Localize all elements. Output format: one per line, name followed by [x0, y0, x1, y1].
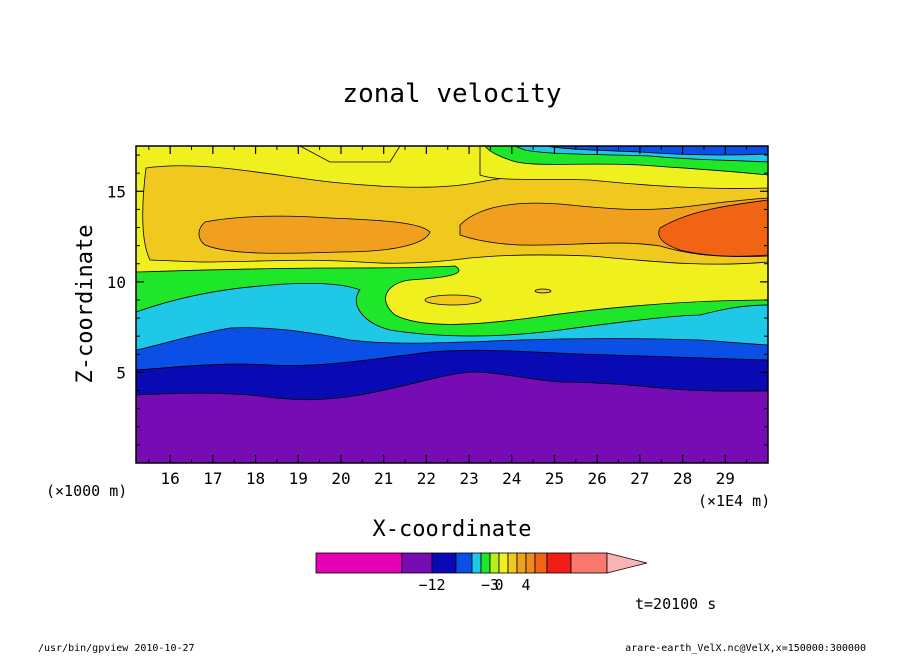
- band-orange-dark: [658, 199, 768, 257]
- y-tick-label: 15: [107, 182, 126, 201]
- x-tick-label: 29: [716, 469, 735, 488]
- x-tick-label: 20: [331, 469, 350, 488]
- y-tick-label: 5: [116, 363, 126, 382]
- x-tick-label: 18: [246, 469, 265, 488]
- colorbar-segment: [516, 552, 527, 574]
- colorbar-segment: [315, 552, 403, 574]
- colorbar-arrow: [606, 552, 648, 574]
- band-orange-dot: [534, 288, 552, 294]
- colorbar-label: −3: [481, 576, 499, 594]
- x-tick-label: 26: [588, 469, 607, 488]
- x-axis: 16 17 18 19 20 21 22 23 24 25 26 27 28 29: [148, 146, 748, 488]
- x-tick-label: 25: [545, 469, 564, 488]
- x-tick-label: 27: [630, 469, 649, 488]
- y-axis-label: Z-coordinate: [73, 225, 98, 384]
- colorbar: −12 −30 4: [315, 552, 648, 594]
- plot-frame: [135, 145, 769, 464]
- x-unit-left: (×1000 m): [46, 482, 127, 500]
- time-label: t=20100 s: [635, 595, 716, 613]
- colorbar-label: 0: [494, 576, 503, 594]
- x-unit-right: (×1E4 m): [698, 492, 770, 510]
- colorbar-segment: [455, 552, 473, 574]
- colorbar-segment: [489, 552, 500, 574]
- colorbar-segment: [401, 552, 433, 574]
- band-blue-top: [544, 146, 768, 156]
- y-tick-label: 10: [107, 273, 126, 292]
- x-tick-label: 17: [203, 469, 222, 488]
- y-axis: 5 10 15: [107, 154, 768, 446]
- contour-field: [136, 146, 768, 463]
- colorbar-segment: [498, 552, 509, 574]
- footer-left: /usr/bin/gpview 2010-10-27: [38, 643, 195, 654]
- colorbar-segment: [507, 552, 518, 574]
- colorbar-label: 4: [521, 576, 530, 594]
- x-tick-label: 23: [459, 469, 478, 488]
- x-axis-label: X-coordinate: [373, 517, 532, 542]
- x-tick-label: 24: [502, 469, 521, 488]
- chart-title: zonal velocity: [342, 79, 561, 109]
- colorbar-label: −12: [418, 576, 445, 594]
- x-tick-label: 21: [374, 469, 393, 488]
- x-tick-label: 16: [161, 469, 180, 488]
- x-tick-label: 19: [289, 469, 308, 488]
- band-orange-core-left: [198, 215, 431, 254]
- colorbar-segment: [480, 552, 491, 574]
- colorbar-segment: [525, 552, 536, 574]
- band-purple: [136, 371, 768, 463]
- footer-right: arare-earth_VelX.nc@VelX,x=150000:300000: [625, 643, 866, 654]
- colorbar-segment: [546, 552, 572, 574]
- colorbar-segment: [570, 552, 608, 574]
- colorbar-segment: [471, 552, 482, 574]
- x-tick-label: 28: [673, 469, 692, 488]
- colorbar-segment: [431, 552, 457, 574]
- band-orange-upper-top: [299, 146, 401, 163]
- x-tick-label: 22: [417, 469, 436, 488]
- band-orange-small: [424, 294, 482, 306]
- colorbar-segment: [534, 552, 548, 574]
